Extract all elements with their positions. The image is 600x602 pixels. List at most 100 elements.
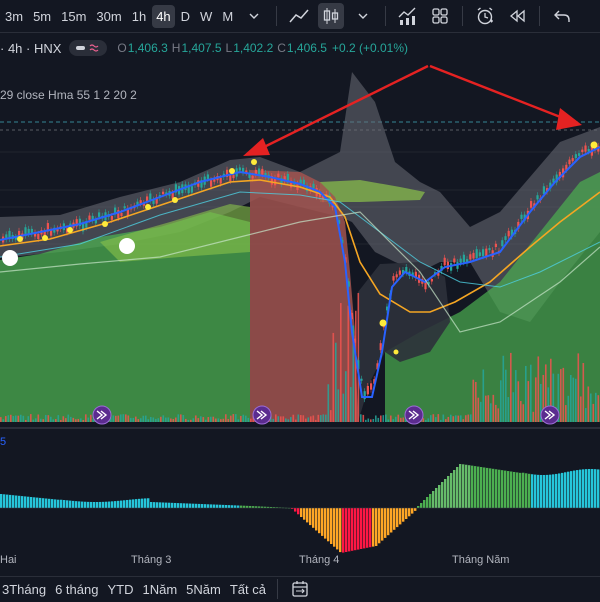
symbol-label[interactable]: · 4h · HNX <box>0 40 62 56</box>
oscillator-bar <box>393 508 396 530</box>
oscillator-bar <box>315 508 318 531</box>
candle <box>536 192 539 203</box>
volume-bar <box>110 417 112 422</box>
indicator-label[interactable]: 29 close Hma 55 1 2 20 2 <box>0 88 137 102</box>
candle <box>78 215 81 230</box>
replay-icon[interactable] <box>504 3 530 29</box>
oscillator-bar <box>312 508 315 528</box>
candle <box>507 227 510 240</box>
candles-icon[interactable] <box>318 3 345 29</box>
candle <box>370 380 373 393</box>
candle <box>274 174 277 189</box>
volume-bar <box>35 418 37 422</box>
oscillator-bar <box>54 499 57 508</box>
volume-bar <box>492 394 495 422</box>
oscillator-bar <box>540 474 543 508</box>
volume-bar <box>457 415 460 422</box>
volume-bar <box>57 415 60 422</box>
oscillator-bar <box>492 468 495 508</box>
line-chart-icon[interactable] <box>286 3 312 29</box>
toolbar-divider <box>276 6 278 26</box>
xaxis-label: Tháng Năm <box>452 554 510 566</box>
range-5-years[interactable]: 5Năm <box>186 581 221 597</box>
volume-bar <box>125 414 127 422</box>
oscillator-bar <box>81 501 84 508</box>
volume-bar <box>320 415 322 422</box>
timeframe-1h[interactable]: 1h <box>131 8 147 24</box>
range-1-year[interactable]: 1Năm <box>142 581 178 597</box>
volume-bar <box>522 404 525 422</box>
oscillator-bar <box>474 466 477 508</box>
volume-bar <box>375 415 377 422</box>
volume-bar <box>207 417 210 422</box>
volume-bar <box>127 415 130 422</box>
oscillator-bar <box>60 499 63 508</box>
volume-bar <box>542 374 545 422</box>
oscillator-bar <box>336 508 339 550</box>
oscillator-bar <box>480 467 483 508</box>
timeframe-15m[interactable]: 15m <box>61 8 87 24</box>
cloud-fill-mid <box>100 204 250 262</box>
templates-icon[interactable] <box>427 3 453 29</box>
volume-bar <box>47 415 50 422</box>
candle <box>386 303 389 314</box>
volume-bar <box>120 414 122 422</box>
candle <box>75 216 78 230</box>
oscillator-bar <box>105 501 108 508</box>
oscillator-bar <box>147 498 150 508</box>
alert-icon[interactable] <box>472 3 498 29</box>
oscillator-bar <box>462 464 465 508</box>
oscillator-bar <box>123 500 126 508</box>
volume-bar <box>557 373 560 422</box>
candle <box>581 146 584 156</box>
oscillator-bar <box>384 508 387 538</box>
timeframe-4h[interactable]: 4h <box>152 4 175 28</box>
candle <box>354 335 357 346</box>
oscillator-bar <box>510 471 513 508</box>
xaxis-label: Tháng 3 <box>131 554 172 566</box>
oscillator-bar <box>144 498 147 508</box>
chevron-down-icon[interactable] <box>350 3 376 29</box>
timeframe-30m[interactable]: 30m <box>96 8 122 24</box>
range-6-months[interactable]: 6 tháng <box>55 581 99 597</box>
oscillator-bar <box>309 508 312 526</box>
oscillator-bar <box>12 495 15 508</box>
oscillator-bar <box>519 472 522 508</box>
range-ytd[interactable]: YTD <box>107 581 134 597</box>
oscillator-bar <box>210 504 213 508</box>
undo-icon[interactable] <box>549 3 575 29</box>
oscillator-bar <box>588 469 591 508</box>
oscillator-bar <box>192 503 195 508</box>
range-3-months[interactable]: 3Tháng <box>2 581 47 597</box>
oscillator-bar <box>93 501 96 508</box>
oscillator-bar <box>129 499 132 508</box>
range-all[interactable]: Tất cả <box>229 581 266 597</box>
indicators-icon[interactable] <box>395 3 421 29</box>
volume-bar <box>487 395 490 422</box>
oscillator-bar <box>24 496 27 508</box>
oscillator-bar <box>108 501 111 508</box>
oscillator-bar <box>573 470 576 508</box>
chevron-down-icon[interactable] <box>241 3 267 29</box>
timeframe-w[interactable]: W <box>200 8 213 24</box>
event-icon <box>252 405 272 425</box>
volume-bar <box>390 415 392 422</box>
oscillator-bar <box>174 502 177 508</box>
candle <box>46 220 49 235</box>
oscillator-bar <box>360 508 363 549</box>
calendar-range-icon[interactable] <box>287 576 313 602</box>
candle <box>91 212 94 224</box>
timeframe-d[interactable]: D <box>180 8 191 24</box>
oscillator-bar <box>294 508 297 512</box>
volume-bar <box>425 419 427 422</box>
timeframe-3m[interactable]: 3m <box>5 8 24 24</box>
timeframe-5m[interactable]: 5m <box>33 8 52 24</box>
legend-toggle[interactable] <box>69 40 108 56</box>
volume-bar <box>132 417 135 422</box>
volume-bar <box>90 414 92 422</box>
volume-bar <box>475 381 477 422</box>
timeframe-m[interactable]: M <box>222 8 234 24</box>
hma-line-blue <box>0 146 600 398</box>
price-chart[interactable] <box>0 32 600 572</box>
oscillator-bar <box>423 500 426 508</box>
